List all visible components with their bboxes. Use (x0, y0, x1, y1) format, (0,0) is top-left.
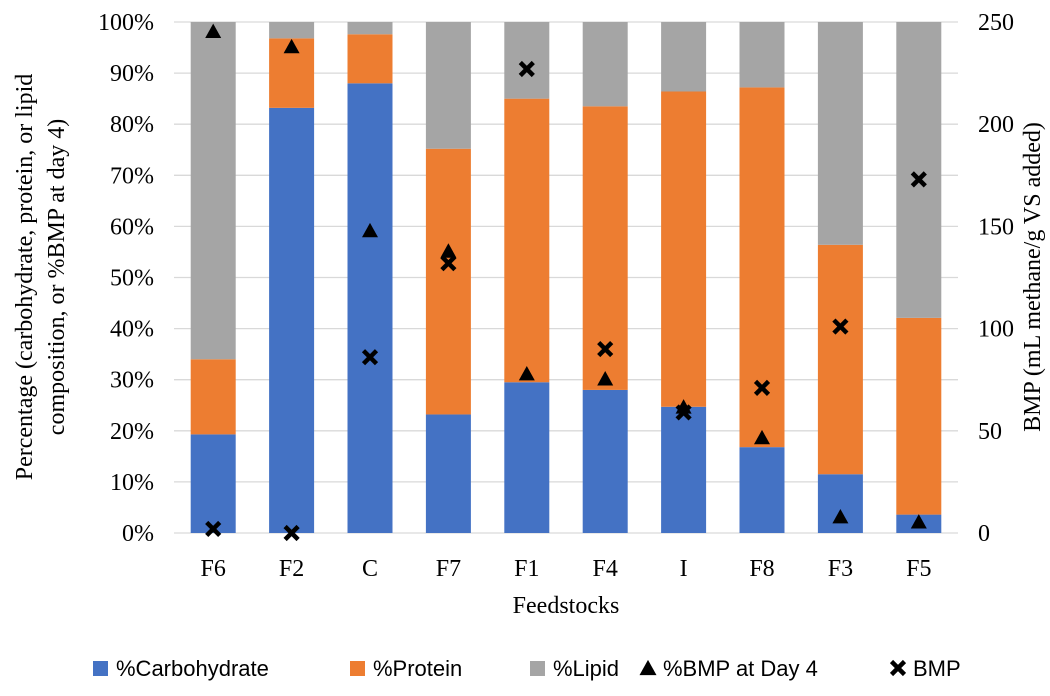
x-axis-title: Feedstocks (513, 593, 620, 619)
x-tick-label: F4 (593, 556, 618, 582)
marker-bmp-day4 (518, 365, 535, 381)
marker-bmp (910, 171, 927, 188)
y2-tick-label: 0 (978, 521, 990, 547)
legend-triangle-swatch (639, 659, 657, 676)
bar-lipid (347, 22, 393, 35)
bar-carbohydrate (504, 382, 550, 533)
marker-bmp-day4 (205, 23, 222, 38)
bar-lipid (582, 22, 628, 107)
y-tick-label: 100% (98, 10, 154, 36)
legend-cross-swatch (889, 659, 907, 677)
marker-bmp (753, 379, 771, 396)
bar-protein (347, 34, 393, 84)
x-tick-label: F3 (828, 556, 853, 582)
bar-carbohydrate (582, 389, 628, 533)
marker-bmp-day4 (754, 429, 770, 445)
bar-carbohydrate (739, 447, 785, 533)
bar-carbohydrate (661, 406, 707, 533)
marker-bmp (440, 255, 457, 272)
legend-swatch (93, 661, 108, 676)
bar-carbohydrate (269, 107, 315, 534)
legend-label: %Carbohydrate (116, 656, 269, 681)
y-tick-label: 10% (110, 470, 154, 496)
bar-protein (504, 98, 550, 383)
bar-carbohydrate (425, 414, 471, 533)
bars (190, 22, 942, 534)
bar-protein (190, 359, 236, 435)
y2-axis-title: BMP (mL methane/g VS added) (1020, 122, 1046, 432)
x-tick-label: F2 (279, 556, 304, 582)
marker-bmp-day4 (362, 222, 378, 238)
bar-protein (817, 244, 863, 475)
y2-tick-label: 200 (978, 112, 1014, 138)
marker-bmp (597, 340, 614, 358)
bar-protein (661, 91, 707, 407)
bar-carbohydrate (347, 83, 393, 533)
bar-lipid (896, 22, 942, 318)
bar-lipid (425, 22, 471, 149)
y-axis-title-line-1: Percentage (carbohydrate, protein, or li… (12, 74, 38, 481)
y-tick-label: 60% (110, 214, 154, 240)
marker-bmp-day4 (283, 38, 300, 54)
y-tick-label: 80% (110, 112, 154, 138)
bar-lipid (190, 22, 236, 360)
legend: %Carbohydrate %Protein %Lipid %BMP at Day 4… (93, 656, 961, 681)
marker-bmp-day4 (910, 514, 927, 529)
legend-swatch (350, 661, 365, 676)
y2-axis-ticks: 0 50 100 150 200 250 (978, 10, 1014, 547)
bar-carbohydrate (817, 474, 863, 533)
bar-protein (582, 106, 628, 390)
marker-bmp (283, 524, 300, 542)
legend-swatch (530, 661, 545, 676)
x-tick-label: F8 (749, 556, 774, 582)
x-axis-ticks: F6 F2 C F7 F1 F4 I F8 F3 F5 (201, 556, 932, 582)
y-tick-label: 20% (110, 419, 154, 445)
y2-tick-label: 250 (978, 10, 1014, 36)
y2-tick-label: 100 (978, 317, 1014, 343)
marker-bmp (832, 318, 849, 335)
bar-lipid (269, 22, 315, 39)
y-axis-title-line-2: composition, or %BMP at day 4) (44, 119, 70, 435)
x-tick-label: F6 (201, 556, 226, 582)
bar-lipid (739, 22, 785, 88)
legend-label: %Lipid (553, 656, 619, 681)
y2-tick-label: 50 (978, 419, 1002, 445)
legend-label: BMP (913, 656, 961, 681)
y-tick-label: 50% (110, 266, 154, 292)
bar-protein (739, 87, 785, 448)
y-tick-label: 30% (110, 368, 154, 394)
x-tick-label: C (362, 556, 378, 582)
y-tick-label: 70% (110, 163, 154, 189)
marker-bmp-day4 (440, 243, 457, 258)
y-tick-label: 40% (110, 317, 154, 343)
legend-label: %BMP at Day 4 (663, 656, 818, 681)
markers (205, 23, 927, 542)
x-tick-label: F1 (514, 556, 539, 582)
legend-label: %Protein (373, 656, 462, 681)
marker-bmp (675, 404, 692, 421)
y-tick-label: 0% (122, 521, 154, 547)
bar-carbohydrate (190, 434, 236, 533)
y2-tick-label: 150 (978, 214, 1014, 240)
bar-protein (896, 317, 942, 515)
bar-lipid (661, 22, 707, 92)
bar-lipid (504, 22, 550, 99)
y-axis-ticks: 0% 10% 20% 30% 40% 50% 60% 70% 80% 90% 100% (98, 10, 154, 547)
marker-bmp (205, 520, 222, 538)
bar-protein (425, 148, 471, 415)
x-tick-label: F5 (906, 556, 931, 582)
marker-bmp-day4 (597, 371, 614, 386)
y-tick-label: 90% (110, 61, 154, 87)
marker-bmp-day4 (832, 509, 849, 524)
bar-lipid (817, 22, 863, 245)
x-tick-label: F7 (436, 556, 461, 582)
marker-bmp (361, 349, 379, 366)
marker-bmp (518, 60, 535, 78)
x-tick-label: I (680, 556, 688, 582)
